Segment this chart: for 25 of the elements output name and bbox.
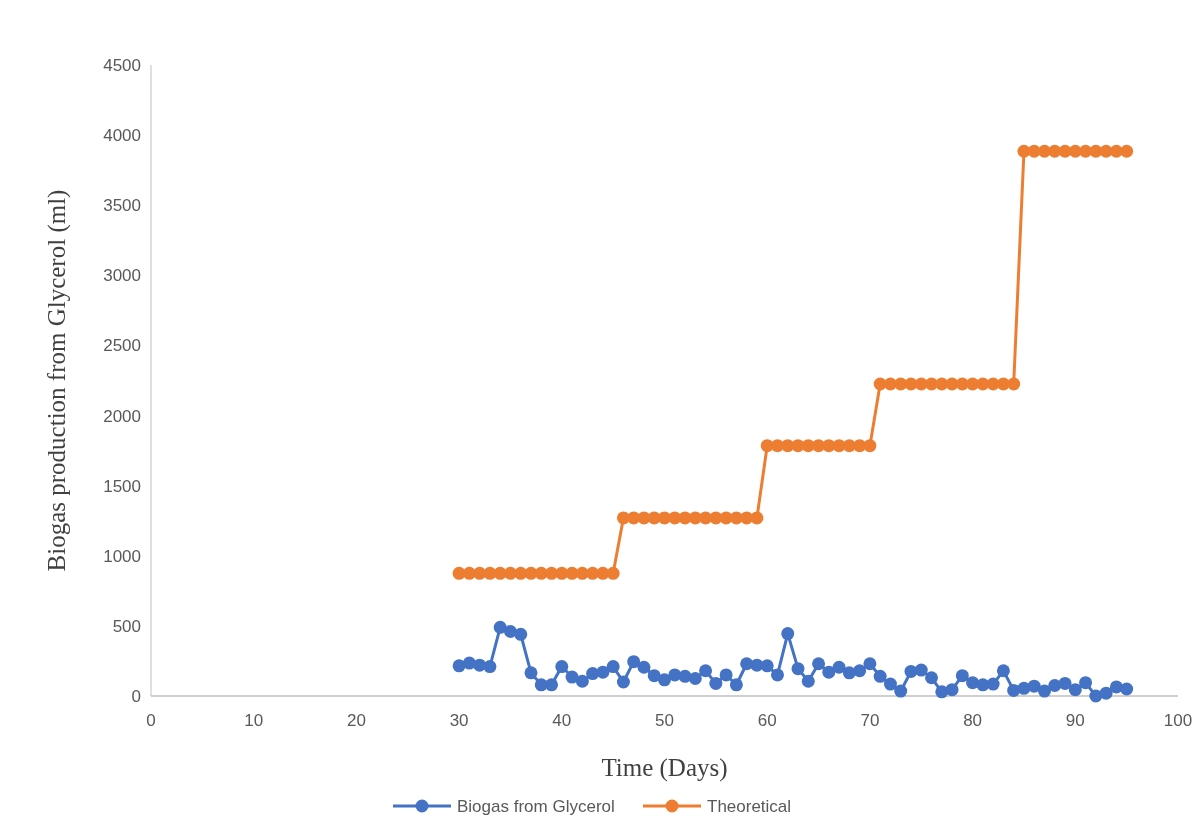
x-tick-label: 40	[552, 711, 572, 730]
y-tick-label: 0	[131, 686, 141, 706]
x-tick-label: 100	[1163, 711, 1193, 730]
y-tick-label: 2500	[103, 336, 141, 356]
x-tick-label: 70	[860, 711, 880, 730]
x-tick-label: 90	[1065, 711, 1085, 730]
y-tick-label: 500	[112, 616, 141, 636]
y-tick-label: 2000	[103, 406, 141, 426]
y-axis-title: Biogas production from Glycerol (ml)	[43, 189, 71, 572]
x-tick-label: 0	[146, 711, 156, 730]
x-tick-label: 80	[963, 711, 983, 730]
y-tick-label: 1500	[103, 476, 141, 496]
y-tick-label: 4000	[103, 126, 141, 146]
legend-label: Biogas from Glycerol	[457, 796, 615, 816]
x-tick-label: 20	[346, 711, 366, 730]
y-tick-label: 1000	[103, 546, 141, 566]
x-tick-label: 10	[244, 711, 264, 730]
y-tick-label: 4500	[103, 55, 141, 75]
y-tick-label: 3000	[103, 266, 141, 286]
x-tick-label: 50	[655, 711, 674, 730]
x-tick-label: 30	[449, 711, 469, 730]
x-axis-title: Time (Days)	[601, 754, 728, 782]
x-tick-label: 60	[757, 711, 777, 730]
legend-label: Theoretical	[707, 796, 792, 816]
y-tick-label: 3500	[103, 196, 141, 216]
